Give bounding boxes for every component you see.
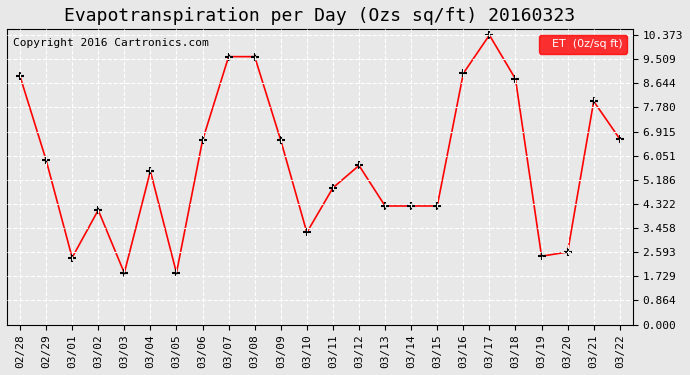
Legend: ET  (0z/sq ft): ET (0z/sq ft) <box>539 35 627 54</box>
Title: Evapotranspiration per Day (Ozs sq/ft) 20160323: Evapotranspiration per Day (Ozs sq/ft) 2… <box>64 7 575 25</box>
Text: Copyright 2016 Cartronics.com: Copyright 2016 Cartronics.com <box>13 38 209 48</box>
